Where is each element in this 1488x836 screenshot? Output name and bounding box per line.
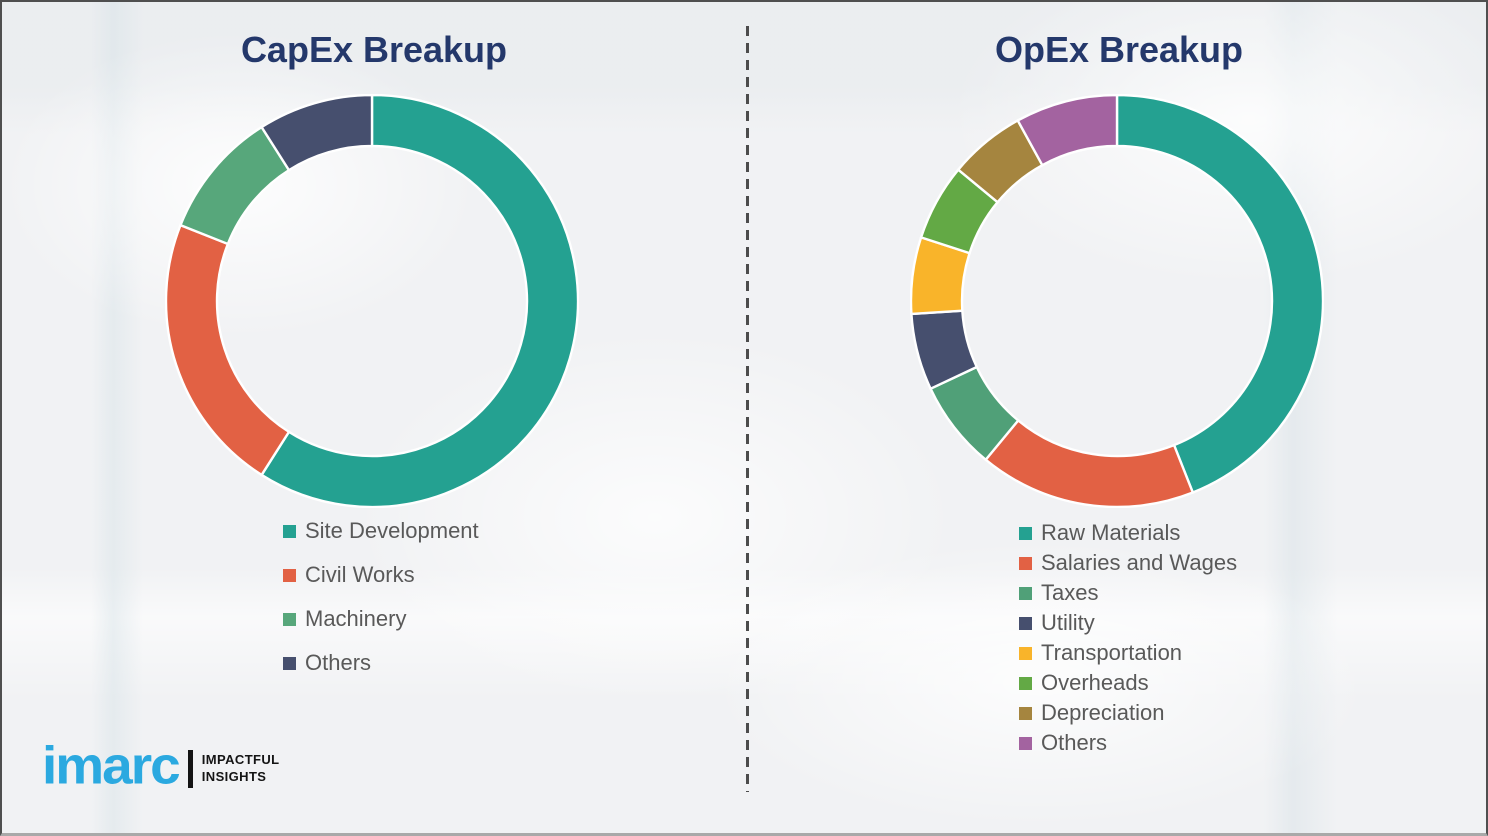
legend-item-raw-materials: Raw Materials — [1019, 518, 1237, 548]
legend-label: Transportation — [1041, 640, 1183, 665]
opex-panel: OpEx Breakup Raw Materials Salaries and W… — [747, 2, 1486, 833]
legend-label: Civil Works — [305, 562, 415, 587]
legend-label: Site Development — [305, 518, 479, 543]
opex-donut-chart — [910, 94, 1324, 508]
legend-label: Overheads — [1041, 670, 1149, 695]
legend-swatch-others — [1019, 736, 1032, 750]
legend-item-overheads: Overheads — [1019, 668, 1237, 698]
logo-divider-bar — [187, 749, 193, 788]
legend-label: Others — [305, 650, 372, 675]
capex-panel: CapEx Breakup Site Development Civil Work… — [2, 2, 746, 833]
legend-item-others: Others — [1019, 728, 1237, 758]
legend-swatch-machinery — [283, 612, 296, 626]
logo-tagline-line2: INSIGHTS — [201, 768, 267, 784]
logo-tagline: IMPACTFUL INSIGHTS — [202, 752, 280, 785]
legend-swatch-overheads — [1019, 676, 1032, 690]
legend-item-taxes: Taxes — [1019, 578, 1237, 608]
legend-label: Raw Materials — [1041, 520, 1181, 545]
imarc-logo: imarc IMPACTFUL INSIGHTS — [42, 738, 280, 793]
opex-legend: Raw Materials Salaries and Wages Taxes Util… — [1019, 518, 1237, 758]
legend-swatch-civil-works — [283, 568, 296, 582]
legend-item-others: Others — [283, 641, 479, 685]
legend-swatch-utility — [1019, 616, 1032, 630]
legend-swatch-site-development — [283, 524, 296, 538]
capex-legend: Site Development Civil Works Machinery Othe… — [283, 509, 479, 685]
legend-label: Machinery — [305, 606, 407, 631]
legend-swatch-others — [283, 656, 296, 670]
donut-segment-others — [1016, 94, 1119, 167]
legend-label: Utility — [1041, 610, 1095, 635]
legend-item-civil-works: Civil Works — [283, 553, 479, 597]
legend-item-depreciation: Depreciation — [1019, 698, 1237, 728]
legend-item-transportation: Transportation — [1019, 638, 1237, 668]
donut-segment-civil-works — [165, 223, 291, 477]
legend-label: Taxes — [1041, 580, 1099, 605]
capex-donut-chart — [165, 94, 579, 508]
legend-swatch-transportation — [1019, 646, 1032, 660]
legend-item-salaries-and-wages: Salaries and Wages — [1019, 548, 1237, 578]
legend-swatch-depreciation — [1019, 706, 1032, 720]
legend-item-machinery: Machinery — [283, 597, 479, 641]
legend-label: Salaries and Wages — [1041, 550, 1238, 575]
legend-item-utility: Utility — [1019, 608, 1237, 638]
capex-title: CapEx Breakup — [240, 29, 508, 70]
legend-swatch-salaries-and-wages — [1019, 556, 1032, 570]
legend-swatch-raw-materials — [1019, 526, 1032, 540]
logo-tagline-line1: IMPACTFUL — [201, 752, 280, 768]
center-dashed-divider — [746, 26, 749, 792]
donut-segment-salaries-and-wages — [984, 418, 1195, 508]
opex-title: OpEx Breakup — [994, 29, 1244, 70]
donut-segment-raw-materials — [1115, 94, 1324, 495]
legend-label: Others — [1041, 730, 1108, 755]
legend-item-site-development: Site Development — [283, 509, 479, 553]
legend-swatch-taxes — [1019, 586, 1032, 600]
imarc-wordmark: imarc — [42, 735, 181, 795]
donut-segment-others — [259, 94, 374, 172]
donut-segment-site-development — [259, 94, 579, 508]
legend-label: Depreciation — [1041, 700, 1165, 725]
